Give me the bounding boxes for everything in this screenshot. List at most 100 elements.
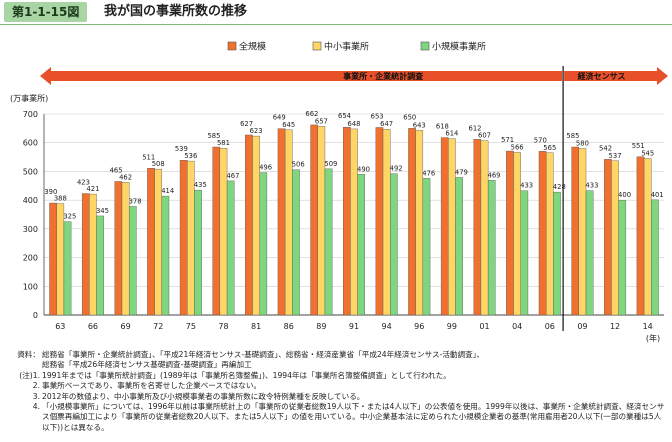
data-label: 511 [142, 153, 155, 161]
data-label: 479 [455, 168, 468, 176]
x-tick-label: 81 [251, 322, 261, 331]
data-label: 390 [44, 188, 57, 196]
data-label: 423 [77, 179, 90, 187]
period-label: 事業所・企業統計調査 [343, 71, 424, 81]
data-label: 551 [632, 142, 645, 150]
figure-label: 第1-1-15図 [4, 2, 88, 22]
bar [81, 193, 90, 316]
bar [506, 150, 514, 316]
bar [292, 169, 300, 316]
note-row: (注)1. 1991年までは「事業所統計調査」(1989年は「事業所名簿整備」)、… [6, 371, 668, 381]
note-text: 総務省「事業所・企業統計調査」、「平成21年経済センサス-基礎調査」、総務省・経… [42, 350, 485, 359]
x-tick-label: 91 [349, 322, 359, 331]
bar [194, 189, 202, 316]
data-label: 469 [488, 171, 501, 179]
bar [179, 160, 188, 316]
y-tick-label: 0 [33, 311, 38, 320]
data-label: 378 [129, 197, 142, 205]
data-label: 623 [250, 127, 263, 135]
x-tick-label: 78 [218, 322, 228, 331]
bar [473, 139, 482, 316]
bar [375, 127, 384, 316]
data-label: 614 [445, 130, 458, 138]
note-label [6, 360, 42, 370]
bar [480, 140, 489, 316]
data-label: 580 [576, 139, 589, 147]
data-label: 435 [194, 181, 207, 189]
note-label: 資料： [17, 350, 40, 359]
legend-label: 中小事業所 [324, 41, 369, 53]
data-label: 618 [436, 123, 449, 131]
period-arrow [40, 67, 563, 85]
data-label: 345 [96, 207, 109, 215]
data-label: 648 [348, 120, 361, 128]
data-label: 657 [315, 117, 328, 125]
x-tick-label: 69 [120, 322, 130, 331]
bar [324, 168, 333, 316]
x-tick-label: 66 [88, 322, 98, 331]
note-row: 4. 「小規模事業所」については、1996年以前は事業所統計上の「事業所の従業者総… [6, 402, 668, 433]
data-label: 539 [175, 145, 188, 153]
data-label: 508 [152, 160, 165, 168]
data-label: 542 [599, 144, 612, 152]
bar [618, 199, 627, 316]
data-label: 545 [641, 150, 654, 158]
bar [585, 190, 594, 316]
data-label: 492 [390, 165, 403, 173]
bar [310, 124, 318, 316]
bar [578, 148, 587, 316]
note-label: 3. [32, 391, 40, 401]
bar [245, 134, 253, 316]
bar [147, 168, 155, 316]
legend-label: 全規模 [239, 41, 266, 53]
bar [440, 137, 449, 316]
data-label: 643 [413, 121, 426, 129]
bar [636, 156, 645, 316]
data-label: 585 [207, 132, 220, 140]
bar [357, 174, 366, 316]
note-row: 資料： 総務省「事業所・企業統計調査」、「平成21年経済センサス-基礎調査」、総務… [6, 350, 668, 360]
x-tick-label: 06 [545, 322, 555, 331]
bar [277, 128, 286, 316]
note-label: (注)1. [19, 370, 40, 380]
x-tick-label: 94 [382, 322, 392, 331]
y-tick-label: 100 [23, 282, 38, 291]
x-tick-label: 75 [186, 322, 196, 331]
legend-swatch [227, 41, 237, 51]
data-label: 506 [292, 161, 305, 169]
note-row: 総務省「平成26年経済センサス基礎調査-基礎調査」再編加工 [6, 360, 668, 370]
data-label: 581 [217, 139, 230, 147]
bar [455, 177, 463, 316]
data-label: 654 [338, 112, 351, 120]
y-tick-label: 500 [23, 167, 38, 176]
bar [317, 126, 326, 316]
x-axis-label: (年) [646, 333, 660, 343]
bar [350, 128, 358, 316]
data-label: 645 [282, 121, 295, 129]
notes-section: 資料： 総務省「事業所・企業統計調査」、「平成21年経済センサス-基礎調査」、総務… [6, 350, 668, 433]
note-row: 3. 2012年の数値より、中小事業所及び小規模事業者の事業所数に政令特例業種を反… [6, 392, 668, 402]
bar [226, 180, 235, 316]
bar [487, 180, 496, 316]
data-label: 414 [161, 187, 174, 195]
data-label: 653 [371, 112, 384, 120]
data-label: 325 [63, 213, 76, 221]
data-label: 421 [86, 185, 99, 193]
data-label: 570 [534, 136, 547, 144]
x-tick-label: 14 [643, 322, 653, 331]
y-tick-label: 400 [23, 196, 38, 205]
bar [513, 152, 521, 316]
bar [408, 128, 416, 316]
data-label: 650 [403, 113, 416, 121]
bar [520, 190, 529, 316]
data-label: 536 [184, 152, 197, 160]
bar [343, 127, 351, 316]
data-label: 433 [585, 182, 598, 190]
note-label: 2. [32, 381, 40, 391]
bar [422, 178, 431, 316]
x-tick-label: 04 [512, 322, 522, 331]
legend-swatch [420, 41, 430, 51]
y-tick-label: 300 [23, 225, 38, 234]
bar [161, 195, 170, 316]
x-tick-label: 09 [577, 322, 587, 331]
